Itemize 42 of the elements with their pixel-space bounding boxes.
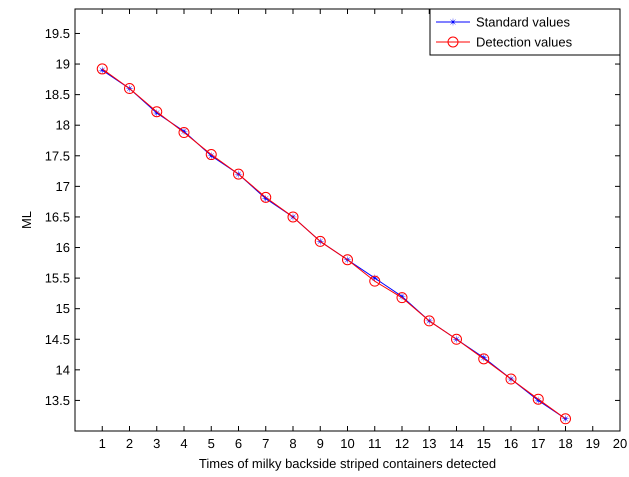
x-tick-label: 20 <box>612 436 628 451</box>
y-tick-label: 13.5 <box>44 392 70 408</box>
y-tick-label: 17 <box>56 178 70 194</box>
x-tick-label: 19 <box>586 436 600 451</box>
x-tick-label: 18 <box>558 436 573 451</box>
point <box>96 63 108 74</box>
x-tick-label: 14 <box>449 436 464 451</box>
y-tick-label: 16.5 <box>44 209 70 224</box>
point <box>369 276 380 287</box>
y-tick-label: 15.5 <box>44 270 70 286</box>
y-tick-label: 15 <box>56 301 70 316</box>
x-tick-label: 10 <box>340 436 355 451</box>
x-tick-label: 15 <box>476 436 491 451</box>
x-axis-title: Times of milky backside striped containers detected <box>198 456 496 471</box>
x-tick-label: 13 <box>422 436 436 451</box>
x-tick-label: 4 <box>180 436 188 451</box>
y-tick-label: 14 <box>56 362 70 378</box>
point <box>178 127 190 138</box>
x-tick-label: 17 <box>531 436 546 451</box>
x-tick-label: 16 <box>504 436 518 451</box>
x-tick-label: 8 <box>289 436 297 451</box>
y-tick-label: 14.5 <box>44 332 70 347</box>
y-tick-label: 19.5 <box>44 26 70 41</box>
x-tick-label: 2 <box>126 436 134 451</box>
x-tick-label: 9 <box>316 436 324 451</box>
x-tick-label: 6 <box>234 436 242 451</box>
y-tick-label: 18.5 <box>44 87 70 102</box>
y-tick-label: 18 <box>56 118 70 133</box>
x-tick-label: 1 <box>98 436 106 451</box>
legend-label: Detection values <box>476 34 573 50</box>
x-tick-label: 7 <box>262 436 270 451</box>
x-tick-label: 11 <box>368 436 382 451</box>
x-tick-label: 3 <box>153 436 160 451</box>
y-tick-label: 19 <box>56 56 70 72</box>
y-tick-label: 16 <box>56 240 70 256</box>
x-tick-label: 5 <box>208 436 215 451</box>
legend-label: Standard values <box>476 14 570 30</box>
y-tick-label: 17.5 <box>44 148 70 164</box>
x-tick-label: 12 <box>394 436 410 451</box>
point <box>396 292 408 304</box>
point <box>260 192 272 203</box>
y-axis-title: ML <box>19 210 34 230</box>
